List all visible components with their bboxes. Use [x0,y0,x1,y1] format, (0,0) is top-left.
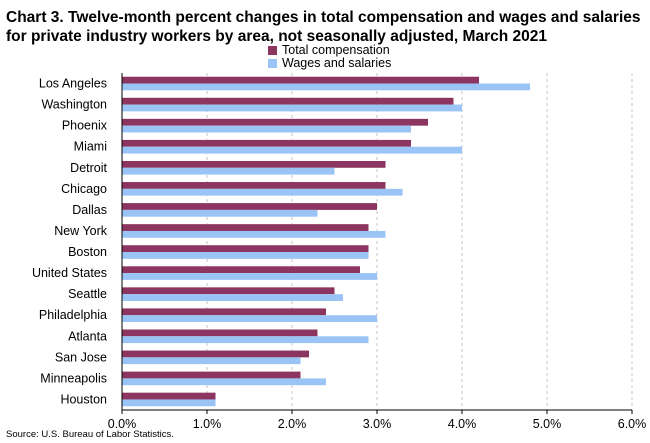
bar-wages-and-salaries-detroit [122,167,335,175]
bar-total-compensation-seattle [122,287,335,295]
x-tick-label-2: 2.0% [278,417,307,431]
bar-wages-and-salaries-philadelphia [122,315,377,323]
category-label-minneapolis: Minneapolis [40,371,107,385]
category-label-los-angeles: Los Angeles [39,77,107,91]
bar-total-compensation-new-york [122,224,369,231]
bar-total-compensation-houston [122,392,216,400]
source-note: Source: U.S. Bureau of Labor Statistics. [6,429,174,440]
bar-total-compensation-detroit [122,160,386,168]
x-tick-label-5: 5.0% [533,417,562,431]
legend: Total compensation Wages and salaries [268,44,391,70]
category-label-chicago: Chicago [61,182,107,196]
bar-wages-and-salaries-united-states [122,273,377,280]
legend-label-wages-and-salaries: Wages and salaries [282,56,392,70]
bar-wages-and-salaries-dallas [122,209,318,217]
category-label-philadelphia: Philadelphia [39,308,107,322]
bar-total-compensation-los-angeles [122,76,479,84]
bar-total-compensation-chicago [122,182,386,189]
bar-wages-and-salaries-los-angeles [122,83,530,91]
category-label-boston: Boston [68,245,107,259]
legend-swatch-wages-and-salaries [268,59,277,68]
bar-total-compensation-dallas [122,203,377,210]
x-tick-label-3: 3.0% [363,417,392,431]
bar-total-compensation-washington [122,97,454,105]
bar-wages-and-salaries-atlanta [122,336,369,344]
bar-total-compensation-philadelphia [122,308,326,316]
bar-total-compensation-san-jose [122,350,309,358]
bar-wages-and-salaries-new-york [122,230,386,238]
category-label-washington: Washington [41,98,107,112]
category-label-united-states: United States [32,266,107,280]
bar-total-compensation-phoenix [122,118,428,126]
bar-total-compensation-miami [122,139,411,147]
bar-total-compensation-minneapolis [122,371,301,379]
x-tick-label-4: 4.0% [448,417,477,431]
bar-wages-and-salaries-chicago [122,188,403,196]
category-label-miami: Miami [74,140,107,154]
bar-wages-and-salaries-phoenix [122,125,411,133]
legend-swatch-total-compensation [268,46,277,55]
x-tick-label-1: 1.0% [193,417,222,431]
bar-wages-and-salaries-seattle [122,294,343,301]
bar-total-compensation-united-states [122,266,360,274]
bar-wages-and-salaries-miami [122,146,462,154]
x-tick-label-6: 6.0% [618,417,647,431]
chart-title: Chart 3. Twelve-month percent changes in… [6,9,641,45]
bar-wages-and-salaries-minneapolis [122,378,326,386]
category-label-new-york: New York [54,224,108,238]
bar-wages-and-salaries-houston [122,399,216,407]
category-label-atlanta: Atlanta [68,329,107,343]
legend-item-total-compensation: Total compensation [268,44,391,57]
bar-total-compensation-atlanta [122,329,318,337]
category-label-detroit: Detroit [70,161,107,175]
legend-item-wages-and-salaries: Wages and salaries [268,57,391,70]
category-label-houston: Houston [60,392,107,406]
bar-wages-and-salaries-boston [122,252,369,259]
x-tick-label-0: 0.0% [108,417,137,431]
bar-total-compensation-boston [122,245,369,253]
category-label-seattle: Seattle [68,287,107,301]
category-label-dallas: Dallas [72,203,107,217]
legend-label-total-compensation: Total compensation [282,43,390,57]
category-label-phoenix: Phoenix [62,119,108,133]
bar-wages-and-salaries-san-jose [122,357,301,365]
category-label-san-jose: San Jose [55,350,107,364]
bar-wages-and-salaries-washington [122,104,462,112]
